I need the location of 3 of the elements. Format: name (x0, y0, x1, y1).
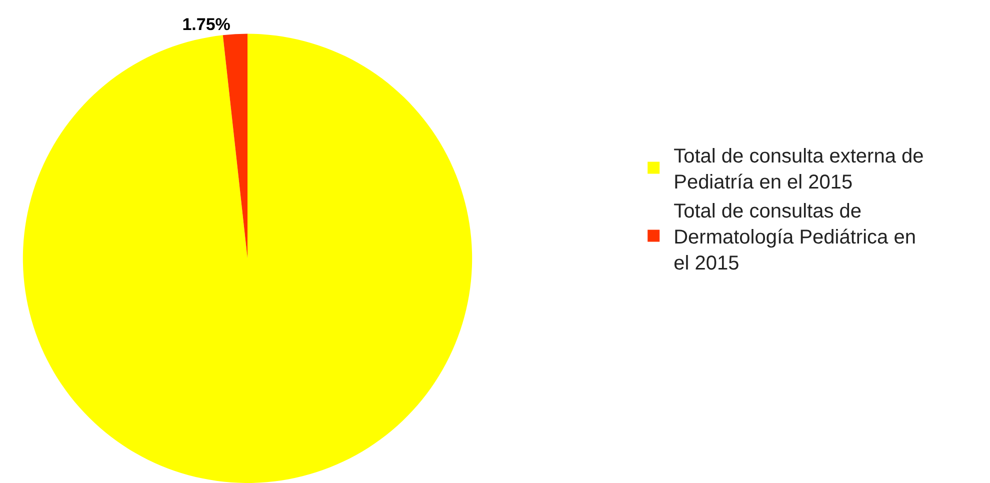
data-label: 1.75% (182, 15, 230, 34)
legend-label: Total de consulta externa de Pediatría en el 2015 (674, 146, 924, 194)
legend-label: Total de consultas de Dermatología Pediátrica en el 2015 (674, 200, 916, 275)
